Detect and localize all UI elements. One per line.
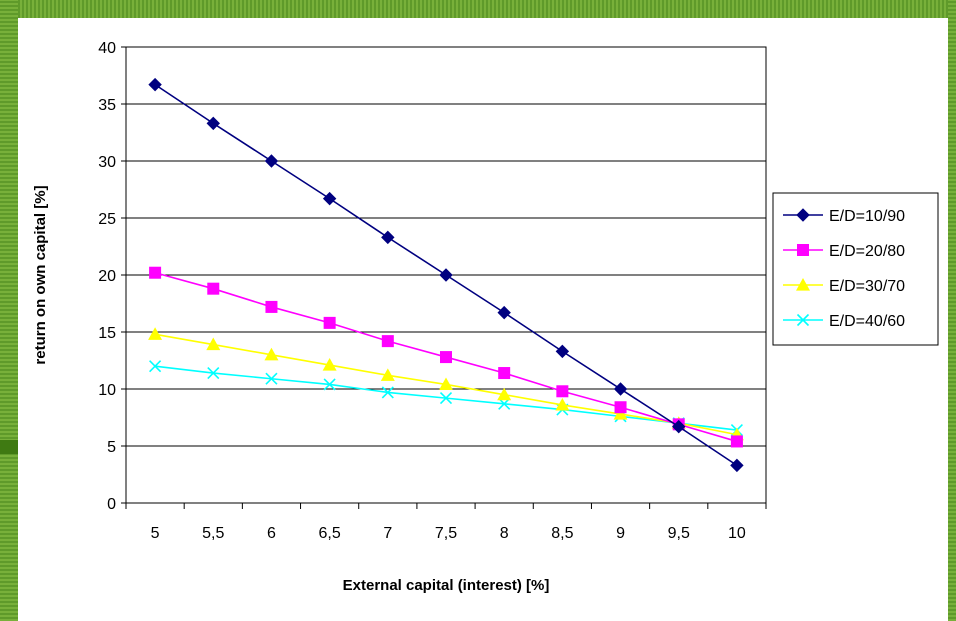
data-point: [555, 397, 570, 411]
data-point: [265, 300, 278, 313]
data-point-stroke: [323, 378, 336, 391]
data-point-stroke: [207, 366, 220, 380]
data-point: [730, 435, 743, 448]
x-tick-label: 8: [500, 525, 509, 542]
data-point: [322, 191, 337, 206]
legend-item: E/D=40/60: [783, 313, 905, 330]
data-point: [613, 382, 628, 396]
line-chart: 0 5 10 15 20 25 30 35 40 5 5,5 6 6,5 7 7,5 8 8,5 9 9,5 10 E…: [32, 40, 939, 594]
legend: E/D=10/90 E/D=20/80 E/D=30/70 E/D=40/60: [772, 192, 939, 346]
slide-frame-left: [0, 0, 18, 621]
x-tick-label: 9: [616, 525, 625, 542]
data-point: [264, 347, 279, 361]
legend-item: E/D=30/70: [783, 278, 905, 295]
x-tick-label: 8,5: [551, 525, 573, 542]
data-point: [148, 327, 163, 340]
legend-label: E/D=10/90: [829, 208, 905, 225]
series-lines: [148, 77, 744, 473]
y-tick-label: 0: [107, 496, 116, 513]
data-point: [323, 316, 336, 329]
data-point: [323, 378, 336, 391]
data-point: [440, 351, 452, 364]
data-point: [439, 392, 453, 405]
data-point: [148, 77, 162, 92]
chart-area: 0 5 10 15 20 25 30 35 40 5 5,5 6 6,5 7 7,5 8 8,5 9 9,5 10 E…: [18, 18, 948, 621]
data-point: [439, 377, 453, 391]
y-tick-label: 35: [98, 97, 116, 114]
data-point: [381, 335, 394, 348]
x-tick-label: 6: [267, 525, 276, 542]
y-tick-label: 10: [98, 382, 116, 399]
x-tick-label: 7,5: [435, 525, 457, 542]
data-point: [439, 268, 453, 282]
data-point: [206, 116, 220, 131]
data-point-stroke: [796, 313, 810, 327]
y-tick-label: 15: [98, 325, 116, 342]
axes: 0 5 10 15 20 25 30 35 40 5 5,5 6 6,5 7 7,5 8 8,5 9 9,5 10: [98, 40, 767, 542]
data-point: [730, 458, 744, 473]
x-tick-label: 7: [383, 525, 392, 542]
data-point: [149, 360, 162, 373]
data-point: [613, 407, 628, 420]
data-point: [797, 244, 809, 256]
slide-frame-top: [0, 0, 956, 18]
series-E/D=10/90: [148, 77, 744, 473]
data-point: [796, 208, 810, 222]
data-point: [265, 372, 278, 385]
data-point: [264, 154, 279, 168]
data-point: [556, 385, 569, 398]
y-tick-label: 30: [98, 154, 116, 171]
y-tick-label: 5: [107, 439, 116, 456]
data-point: [497, 305, 511, 320]
data-point: [381, 386, 394, 399]
legend-label: E/D=30/70: [829, 278, 905, 295]
legend-label: E/D=20/80: [829, 243, 905, 260]
data-point: [614, 401, 627, 414]
legend-item: E/D=10/90: [783, 208, 905, 225]
data-point: [149, 266, 162, 279]
data-point: [206, 337, 221, 351]
legend-item: E/D=20/80: [783, 243, 905, 260]
x-tick-label: 10: [728, 525, 746, 542]
data-point: [322, 358, 337, 371]
series-E/D=40/60: [149, 360, 743, 437]
data-point-stroke: [265, 372, 278, 385]
data-point-stroke: [381, 386, 394, 399]
data-point: [207, 282, 220, 295]
x-tick-label: 5: [151, 525, 160, 542]
data-point-stroke: [149, 360, 162, 373]
data-point: [555, 344, 570, 359]
y-tick-label: 25: [98, 211, 116, 228]
legend-label: E/D=40/60: [829, 313, 905, 330]
data-point: [796, 278, 810, 291]
data-point: [207, 366, 220, 380]
series-E/D=30/70: [148, 327, 744, 441]
data-point: [796, 313, 810, 327]
y-tick-label: 20: [98, 268, 116, 285]
y-axis-title: return on own capital [%]: [32, 185, 49, 364]
data-point: [498, 367, 511, 380]
data-point-stroke: [439, 392, 453, 405]
x-axis-title: External capital (interest) [%]: [343, 577, 550, 594]
slide-frame-right: [948, 0, 956, 621]
data-point: [381, 230, 395, 245]
x-tick-label: 5,5: [202, 525, 224, 542]
data-point: [497, 387, 512, 401]
x-tick-label: 6,5: [319, 525, 341, 542]
y-tick-label: 40: [98, 40, 116, 57]
data-point: [380, 368, 395, 381]
x-tick-label: 9,5: [668, 525, 690, 542]
data-point: [672, 419, 686, 434]
